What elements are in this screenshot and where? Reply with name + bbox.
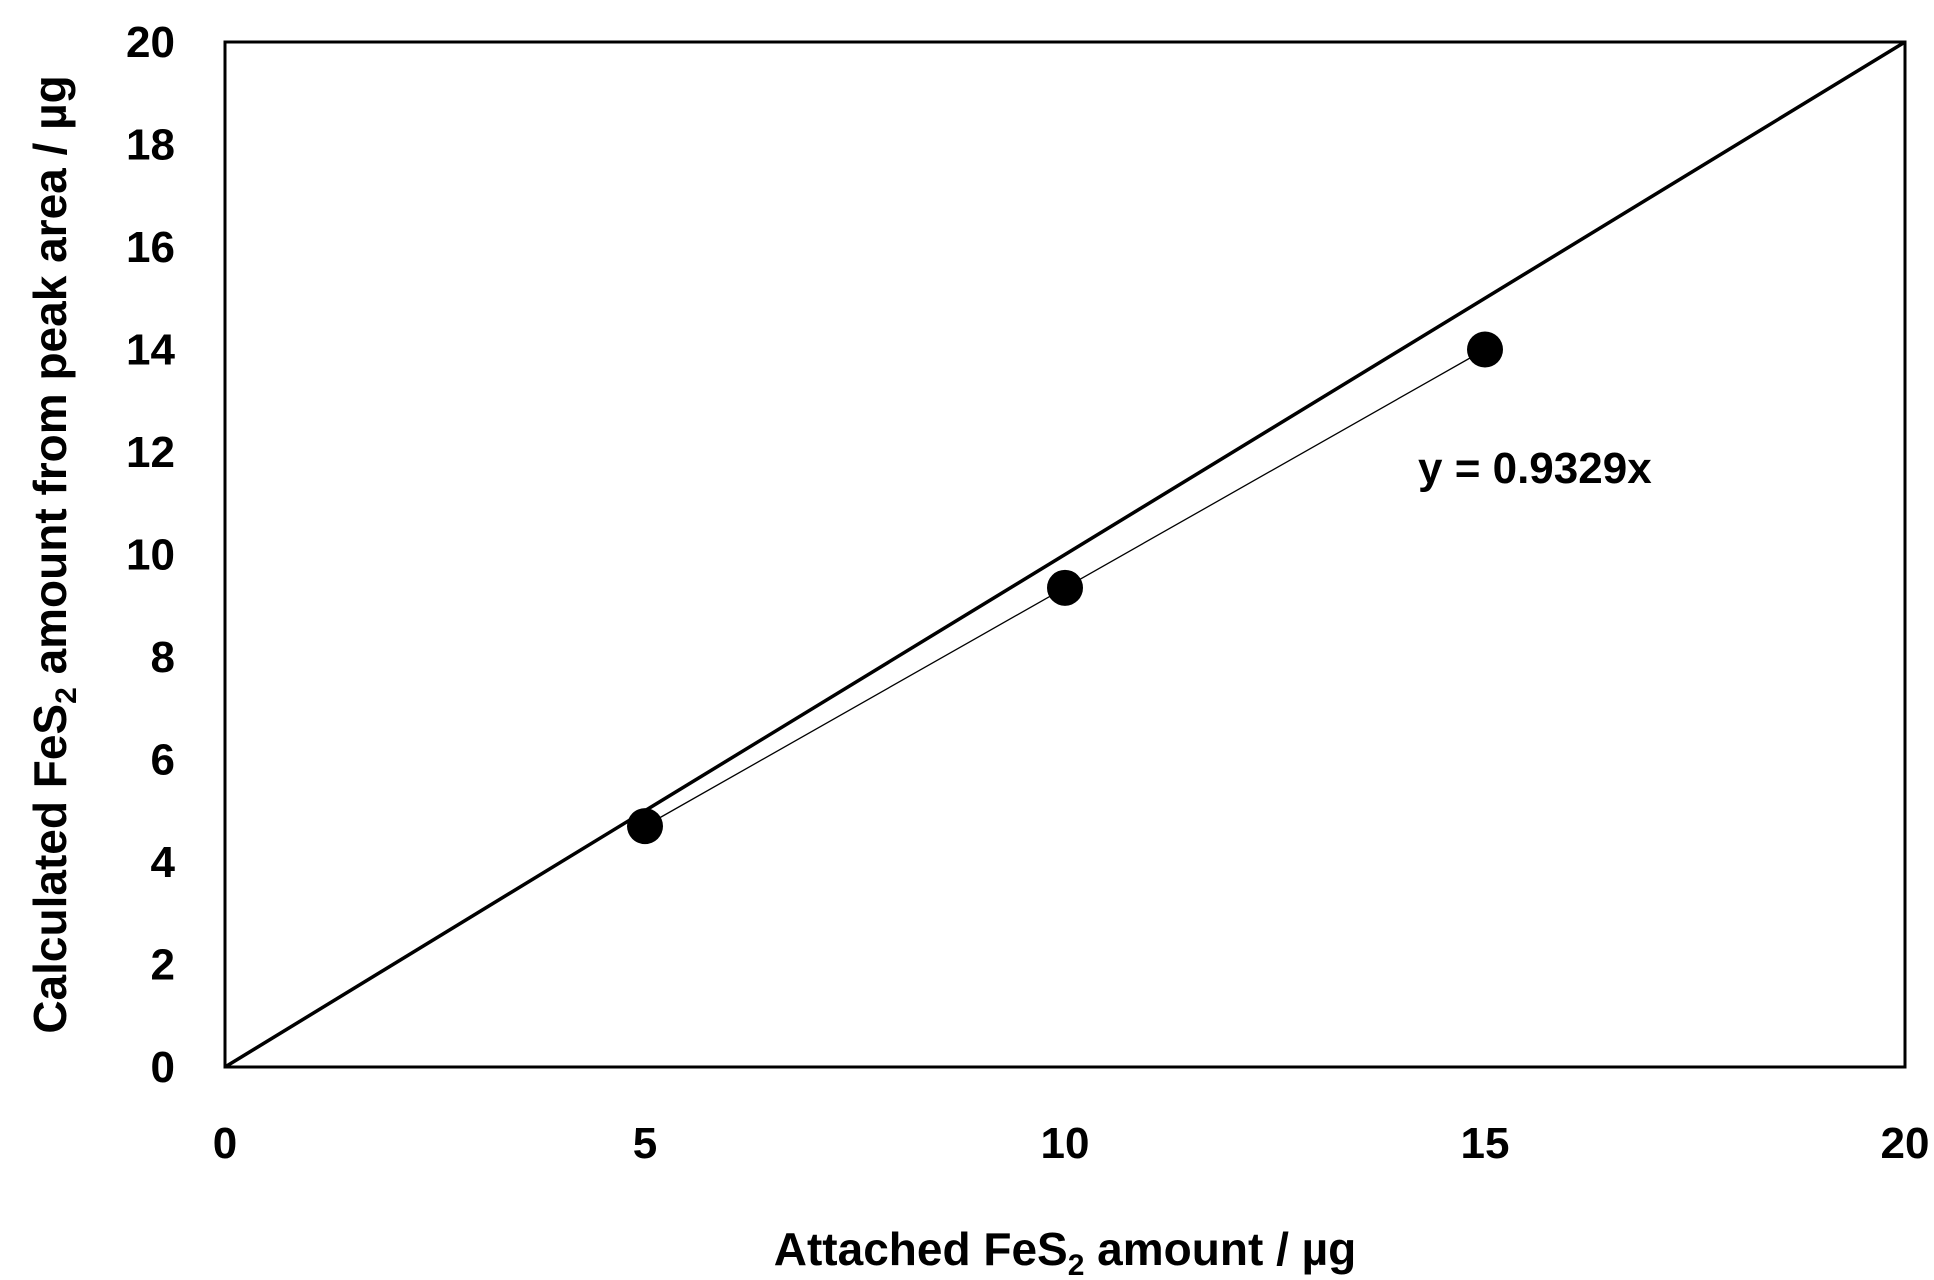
x-tick-label: 20 xyxy=(1881,1119,1930,1168)
y-tick-label: 18 xyxy=(126,121,175,170)
y-tick-label: 12 xyxy=(126,428,175,477)
x-axis-title: Attached FeS2 amount / µg xyxy=(774,1223,1356,1280)
y-tick-label: 8 xyxy=(151,633,175,682)
y-axis-title: Calculated FeS2 amount from peak area / … xyxy=(24,75,83,1033)
y-tick-labels: 0 2 4 6 8 10 12 14 16 18 20 xyxy=(126,18,175,1092)
reference-line xyxy=(224,40,1906,1069)
x-axis-title-subscript: 2 xyxy=(1068,1249,1085,1280)
plot-area-frame xyxy=(223,40,1907,1069)
data-points-layer xyxy=(627,331,1503,845)
y-tick-label: 14 xyxy=(126,326,175,375)
y-axis-title-part: amount from peak area / µg xyxy=(24,75,76,687)
trendline-equation: y = 0.9329x xyxy=(1418,444,1652,493)
reference-line-layer xyxy=(224,40,1906,1069)
x-tick-label: 15 xyxy=(1461,1119,1510,1168)
y-tick-label: 16 xyxy=(126,223,175,272)
x-tick-labels: 0 5 10 15 20 xyxy=(213,1119,1930,1168)
x-axis-title-part: Attached FeS xyxy=(774,1223,1068,1275)
y-tick-label: 2 xyxy=(151,941,175,990)
y-tick-label: 6 xyxy=(151,736,175,785)
y-tick-label: 10 xyxy=(126,531,175,580)
x-tick-label: 10 xyxy=(1041,1119,1090,1168)
y-axis-title-subscript: 2 xyxy=(50,687,83,704)
x-axis-title-part: amount / µg xyxy=(1084,1223,1356,1275)
data-point xyxy=(1047,569,1083,606)
y-tick-label: 20 xyxy=(126,18,175,67)
data-point xyxy=(1467,331,1503,368)
y-tick-label: 0 xyxy=(151,1043,175,1092)
y-axis-title-part: Calculated FeS xyxy=(24,704,76,1034)
y-tick-label: 4 xyxy=(151,838,176,887)
x-tick-label: 0 xyxy=(213,1119,237,1168)
x-tick-label: 5 xyxy=(633,1119,657,1168)
data-point xyxy=(627,808,663,845)
